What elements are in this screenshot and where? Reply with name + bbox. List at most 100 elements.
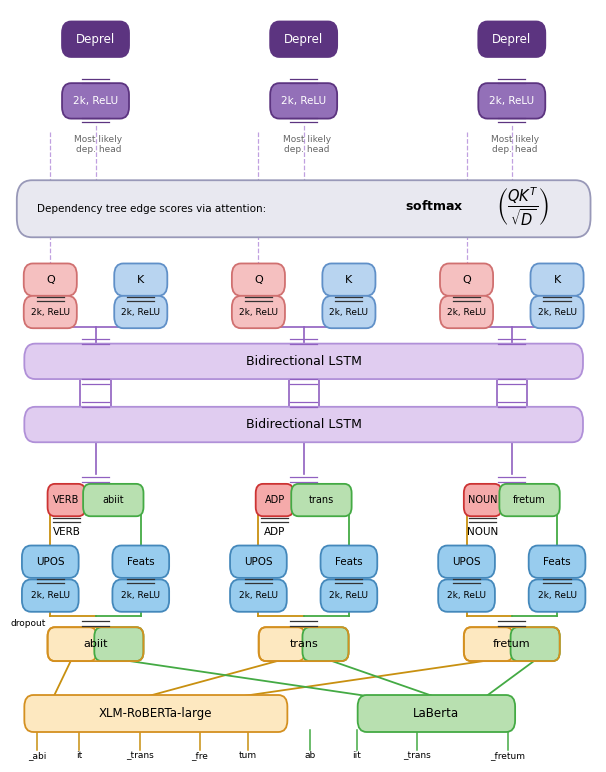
Text: UPOS: UPOS (452, 557, 481, 567)
Text: dep. head: dep. head (492, 145, 538, 154)
Text: Deprel: Deprel (76, 32, 115, 46)
Text: Q: Q (462, 275, 471, 285)
Text: K: K (137, 275, 144, 285)
Text: Bidirectional LSTM: Bidirectional LSTM (245, 418, 362, 431)
Text: NOUN: NOUN (467, 527, 498, 537)
FancyBboxPatch shape (530, 263, 584, 296)
Text: it: it (76, 750, 82, 760)
FancyBboxPatch shape (528, 580, 585, 611)
Text: Feats: Feats (335, 557, 363, 567)
FancyBboxPatch shape (270, 22, 337, 57)
Text: _fre: _fre (191, 750, 208, 760)
FancyBboxPatch shape (232, 263, 285, 296)
Text: Most likely: Most likely (282, 135, 331, 144)
FancyBboxPatch shape (232, 296, 285, 328)
FancyBboxPatch shape (358, 695, 515, 732)
Text: _fretum: _fretum (490, 750, 525, 760)
Text: 2k, ReLU: 2k, ReLU (239, 591, 278, 600)
FancyBboxPatch shape (62, 83, 129, 119)
Text: 2k, ReLU: 2k, ReLU (538, 307, 576, 317)
FancyBboxPatch shape (83, 484, 144, 516)
FancyBboxPatch shape (113, 546, 169, 578)
Text: VERB: VERB (53, 527, 81, 537)
Text: $\mathbf{softmax}$: $\mathbf{softmax}$ (405, 199, 464, 213)
Text: 2k, ReLU: 2k, ReLU (281, 96, 326, 106)
Text: dep. head: dep. head (76, 145, 121, 154)
FancyBboxPatch shape (95, 627, 144, 661)
Text: 2k, ReLU: 2k, ReLU (239, 307, 278, 317)
FancyBboxPatch shape (259, 627, 305, 661)
Text: dropout: dropout (10, 619, 46, 628)
FancyBboxPatch shape (24, 263, 77, 296)
FancyBboxPatch shape (256, 484, 294, 516)
Text: 2k, ReLU: 2k, ReLU (31, 591, 70, 600)
Text: tum: tum (239, 750, 257, 760)
Text: 2k, ReLU: 2k, ReLU (447, 307, 486, 317)
Text: abiit: abiit (102, 495, 124, 505)
Text: 2k, ReLU: 2k, ReLU (121, 307, 160, 317)
FancyBboxPatch shape (114, 263, 167, 296)
FancyBboxPatch shape (270, 83, 337, 119)
Text: Dependency tree edge scores via attention:: Dependency tree edge scores via attentio… (37, 204, 266, 214)
Text: ab: ab (304, 750, 315, 760)
Text: XLM-RoBERTa-large: XLM-RoBERTa-large (99, 707, 213, 720)
FancyBboxPatch shape (47, 484, 85, 516)
Text: Feats: Feats (127, 557, 155, 567)
Text: 2k, ReLU: 2k, ReLU (330, 591, 368, 600)
Text: Q: Q (254, 275, 263, 285)
FancyBboxPatch shape (438, 546, 495, 578)
FancyBboxPatch shape (528, 546, 585, 578)
FancyBboxPatch shape (322, 296, 376, 328)
FancyBboxPatch shape (438, 580, 495, 611)
Text: Feats: Feats (543, 557, 571, 567)
Text: trans: trans (289, 639, 318, 649)
Text: NOUN: NOUN (468, 495, 498, 505)
Text: _trans: _trans (403, 750, 431, 760)
FancyBboxPatch shape (24, 344, 583, 379)
FancyBboxPatch shape (17, 180, 590, 237)
Text: dep. head: dep. head (284, 145, 330, 154)
Text: abiit: abiit (83, 639, 108, 649)
Text: Deprel: Deprel (492, 32, 531, 46)
FancyBboxPatch shape (530, 296, 584, 328)
Text: fretum: fretum (493, 639, 531, 649)
Text: Q: Q (46, 275, 55, 285)
Text: 2k, ReLU: 2k, ReLU (121, 591, 160, 600)
Text: $\left(\dfrac{QK^T}{\sqrt{D}}\right)$: $\left(\dfrac{QK^T}{\sqrt{D}}\right)$ (496, 185, 548, 228)
Text: Most likely: Most likely (491, 135, 539, 144)
FancyBboxPatch shape (230, 546, 287, 578)
Text: 2k, ReLU: 2k, ReLU (489, 96, 534, 106)
FancyBboxPatch shape (22, 546, 79, 578)
FancyBboxPatch shape (113, 580, 169, 611)
Text: Deprel: Deprel (284, 32, 323, 46)
FancyBboxPatch shape (291, 484, 351, 516)
FancyBboxPatch shape (24, 407, 583, 442)
FancyBboxPatch shape (440, 296, 493, 328)
Text: ADP: ADP (264, 527, 285, 537)
FancyBboxPatch shape (24, 695, 287, 732)
FancyBboxPatch shape (499, 484, 560, 516)
Text: 2k, ReLU: 2k, ReLU (73, 96, 118, 106)
Text: iit: iit (352, 750, 361, 760)
FancyBboxPatch shape (114, 296, 167, 328)
Text: _trans: _trans (125, 750, 153, 760)
Text: VERB: VERB (53, 495, 80, 505)
Text: 2k, ReLU: 2k, ReLU (330, 307, 368, 317)
Text: 2k, ReLU: 2k, ReLU (447, 591, 486, 600)
FancyBboxPatch shape (464, 484, 502, 516)
FancyBboxPatch shape (321, 546, 378, 578)
Text: Most likely: Most likely (75, 135, 122, 144)
FancyBboxPatch shape (440, 263, 493, 296)
Text: Bidirectional LSTM: Bidirectional LSTM (245, 355, 362, 367)
FancyBboxPatch shape (464, 627, 513, 661)
FancyBboxPatch shape (478, 22, 545, 57)
Text: ADP: ADP (265, 495, 285, 505)
FancyBboxPatch shape (511, 627, 560, 661)
Text: UPOS: UPOS (36, 557, 65, 567)
FancyBboxPatch shape (321, 580, 378, 611)
FancyBboxPatch shape (478, 83, 545, 119)
Text: fretum: fretum (513, 495, 546, 505)
Text: 2k, ReLU: 2k, ReLU (31, 307, 70, 317)
FancyBboxPatch shape (47, 627, 97, 661)
Text: UPOS: UPOS (244, 557, 273, 567)
